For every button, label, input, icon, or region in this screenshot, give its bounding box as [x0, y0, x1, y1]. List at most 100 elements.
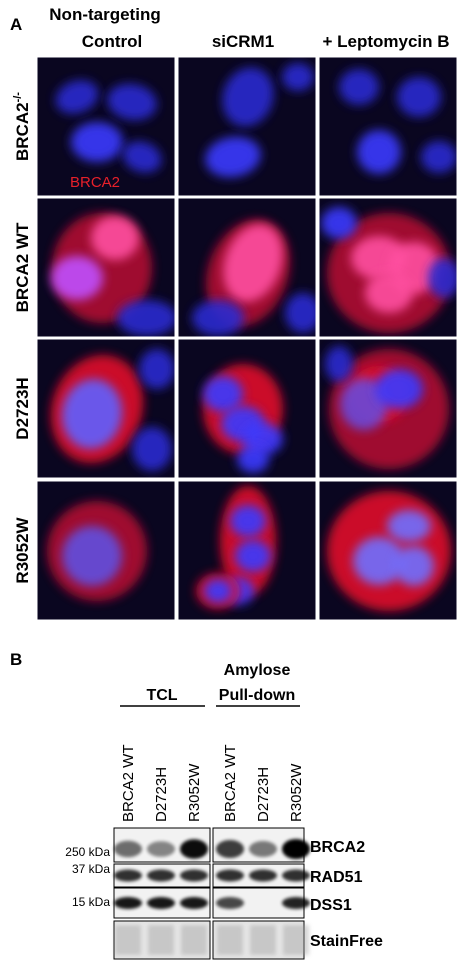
- band: [282, 869, 310, 882]
- column-header: + Leptomycin B: [322, 32, 449, 51]
- image-bg: [319, 57, 457, 196]
- blot-label: StainFree: [310, 933, 383, 950]
- row-label: D2723H: [13, 377, 32, 439]
- cell: [223, 224, 283, 302]
- band: [114, 840, 142, 858]
- micrograph: [177, 197, 317, 338]
- stain-lane: [283, 925, 309, 955]
- column-header: siCRM1: [212, 32, 274, 51]
- cell: [230, 505, 266, 537]
- lane-label: R3052W: [186, 763, 203, 822]
- image-content: [55, 80, 162, 173]
- band: [282, 897, 310, 909]
- cell: [325, 346, 353, 382]
- image-content: [325, 346, 449, 469]
- image-content: [203, 364, 283, 473]
- stain-lane: [181, 925, 207, 955]
- cell: [387, 510, 431, 542]
- row-label: BRCA2 WT: [13, 222, 32, 312]
- cell: [61, 379, 123, 449]
- stain-lane: [148, 925, 174, 955]
- micrograph: [318, 338, 458, 479]
- image-border: [177, 56, 317, 197]
- band: [147, 841, 175, 857]
- image-content: [196, 486, 276, 609]
- cell: [235, 540, 271, 572]
- cell: [122, 141, 162, 173]
- cell: [132, 427, 172, 471]
- marker-label: 250 kDa: [65, 845, 110, 859]
- cell: [237, 445, 269, 473]
- cell: [394, 546, 434, 586]
- image-border: [177, 480, 317, 621]
- micrograph: [177, 56, 317, 197]
- column-header: Control: [82, 32, 142, 51]
- cell: [397, 77, 441, 117]
- cell: [353, 537, 405, 585]
- cell: [204, 579, 232, 603]
- image-border: [36, 338, 176, 479]
- cell: [55, 80, 99, 114]
- image-border: [318, 56, 458, 197]
- image-content: [205, 63, 314, 178]
- cell: [91, 216, 139, 260]
- marker-label: 37 kDa: [72, 862, 110, 876]
- cell: [321, 207, 357, 239]
- cell: [205, 136, 261, 178]
- image-content: [47, 501, 147, 601]
- stain-lane: [217, 925, 243, 955]
- image-content: [50, 349, 175, 471]
- image-border: [318, 338, 458, 479]
- cell: [365, 273, 413, 313]
- cell: [339, 69, 379, 105]
- group-label: TCL: [146, 687, 177, 704]
- row-label-text: BRCA2: [13, 102, 32, 161]
- group-label: Amylose: [224, 662, 291, 679]
- band: [147, 869, 175, 882]
- cell: [107, 83, 157, 121]
- cell: [51, 256, 103, 300]
- image-border: [177, 338, 317, 479]
- panel-label: A: [10, 15, 22, 34]
- band: [282, 839, 310, 859]
- micrograph: [318, 480, 458, 621]
- blot-label: BRCA2: [310, 839, 365, 856]
- blot-label: RAD51: [310, 869, 363, 886]
- lane-label: BRCA2 WT: [222, 744, 239, 822]
- row-label: BRCA2-/-: [12, 92, 32, 161]
- micrograph: [318, 197, 458, 338]
- cell: [375, 369, 423, 409]
- stain-lane: [115, 925, 141, 955]
- band: [249, 841, 277, 857]
- image-border: [36, 197, 176, 338]
- image-border: [177, 197, 317, 338]
- micrograph: [177, 338, 317, 479]
- row-label: R3052W: [13, 516, 32, 583]
- cell: [428, 258, 457, 298]
- lane-label: D2723H: [255, 767, 272, 822]
- cell: [192, 300, 244, 336]
- band: [114, 869, 142, 882]
- cell: [282, 63, 314, 91]
- stain-lane: [250, 925, 276, 955]
- micrograph: [318, 56, 458, 197]
- band: [147, 897, 175, 909]
- row-label-text: R3052W: [13, 516, 32, 583]
- micrograph: [36, 56, 176, 197]
- cell: [62, 526, 122, 586]
- image-border: [318, 480, 458, 621]
- cell: [222, 67, 274, 127]
- image-content: [321, 207, 457, 333]
- image-border: [318, 197, 458, 338]
- row-label-text: BRCA2 WT: [13, 222, 32, 312]
- image-border: [36, 480, 176, 621]
- micrograph: [177, 480, 317, 621]
- image-content: [192, 219, 316, 336]
- band: [216, 869, 244, 882]
- row-label-sup: -/-: [12, 92, 24, 103]
- image-content: [339, 69, 457, 174]
- lane-label: BRCA2 WT: [120, 744, 137, 822]
- lane-label: D2723H: [153, 767, 170, 822]
- blot-label: DSS1: [310, 897, 352, 914]
